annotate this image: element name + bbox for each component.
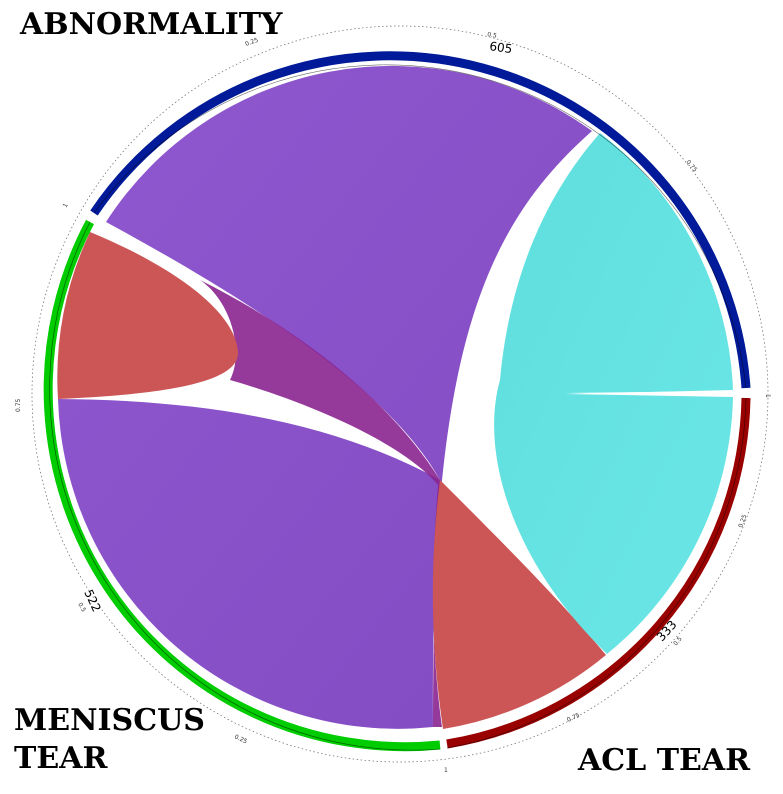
label-meniscus-line1: MENISCUS	[14, 703, 205, 738]
chord-abnormality-acl	[494, 133, 733, 654]
tick-abn-025: 0.25	[244, 37, 259, 48]
arc-tickline-meniscus	[49, 221, 441, 751]
tick-men-075: 0.75	[15, 398, 22, 412]
chord-split-line	[565, 391, 735, 396]
tick-acl-05: 0.5	[672, 635, 684, 647]
tick-abn-05: 0.5	[487, 31, 498, 40]
chord-meniscus-acl-upper	[57, 232, 239, 399]
label-abnormality: ABNORMALITY	[20, 7, 283, 42]
tick-acl-075: 0.75	[566, 712, 581, 724]
tick-men-05: 0.5	[76, 602, 87, 614]
total-abnormality: 605	[489, 39, 514, 56]
arc-tickline-abnormality	[93, 64, 747, 389]
label-meniscus-tear: MENISCUS TEAR	[14, 702, 205, 778]
chord-overlap-band	[200, 280, 442, 727]
tick-men-1: 1	[444, 767, 448, 774]
tick-abn-075: 0.75	[684, 159, 698, 174]
tick-acl-1: 1	[764, 394, 771, 398]
arc-tickline-acl	[446, 397, 747, 749]
tick-abn-1: 1	[62, 202, 70, 209]
label-meniscus-line2: TEAR	[14, 741, 108, 776]
tick-acl-025: 0.25	[737, 514, 748, 529]
chord-abnormality-meniscus	[58, 65, 592, 729]
arc-abnormality	[90, 51, 751, 389]
chord-meniscus-acl-lower	[432, 480, 606, 729]
arc-meniscus-tear	[43, 219, 441, 752]
outer-dotted-ring	[31, 25, 769, 763]
tick-men-025: 0.25	[233, 733, 248, 745]
label-acl-tear: ACL TEAR	[578, 743, 751, 778]
